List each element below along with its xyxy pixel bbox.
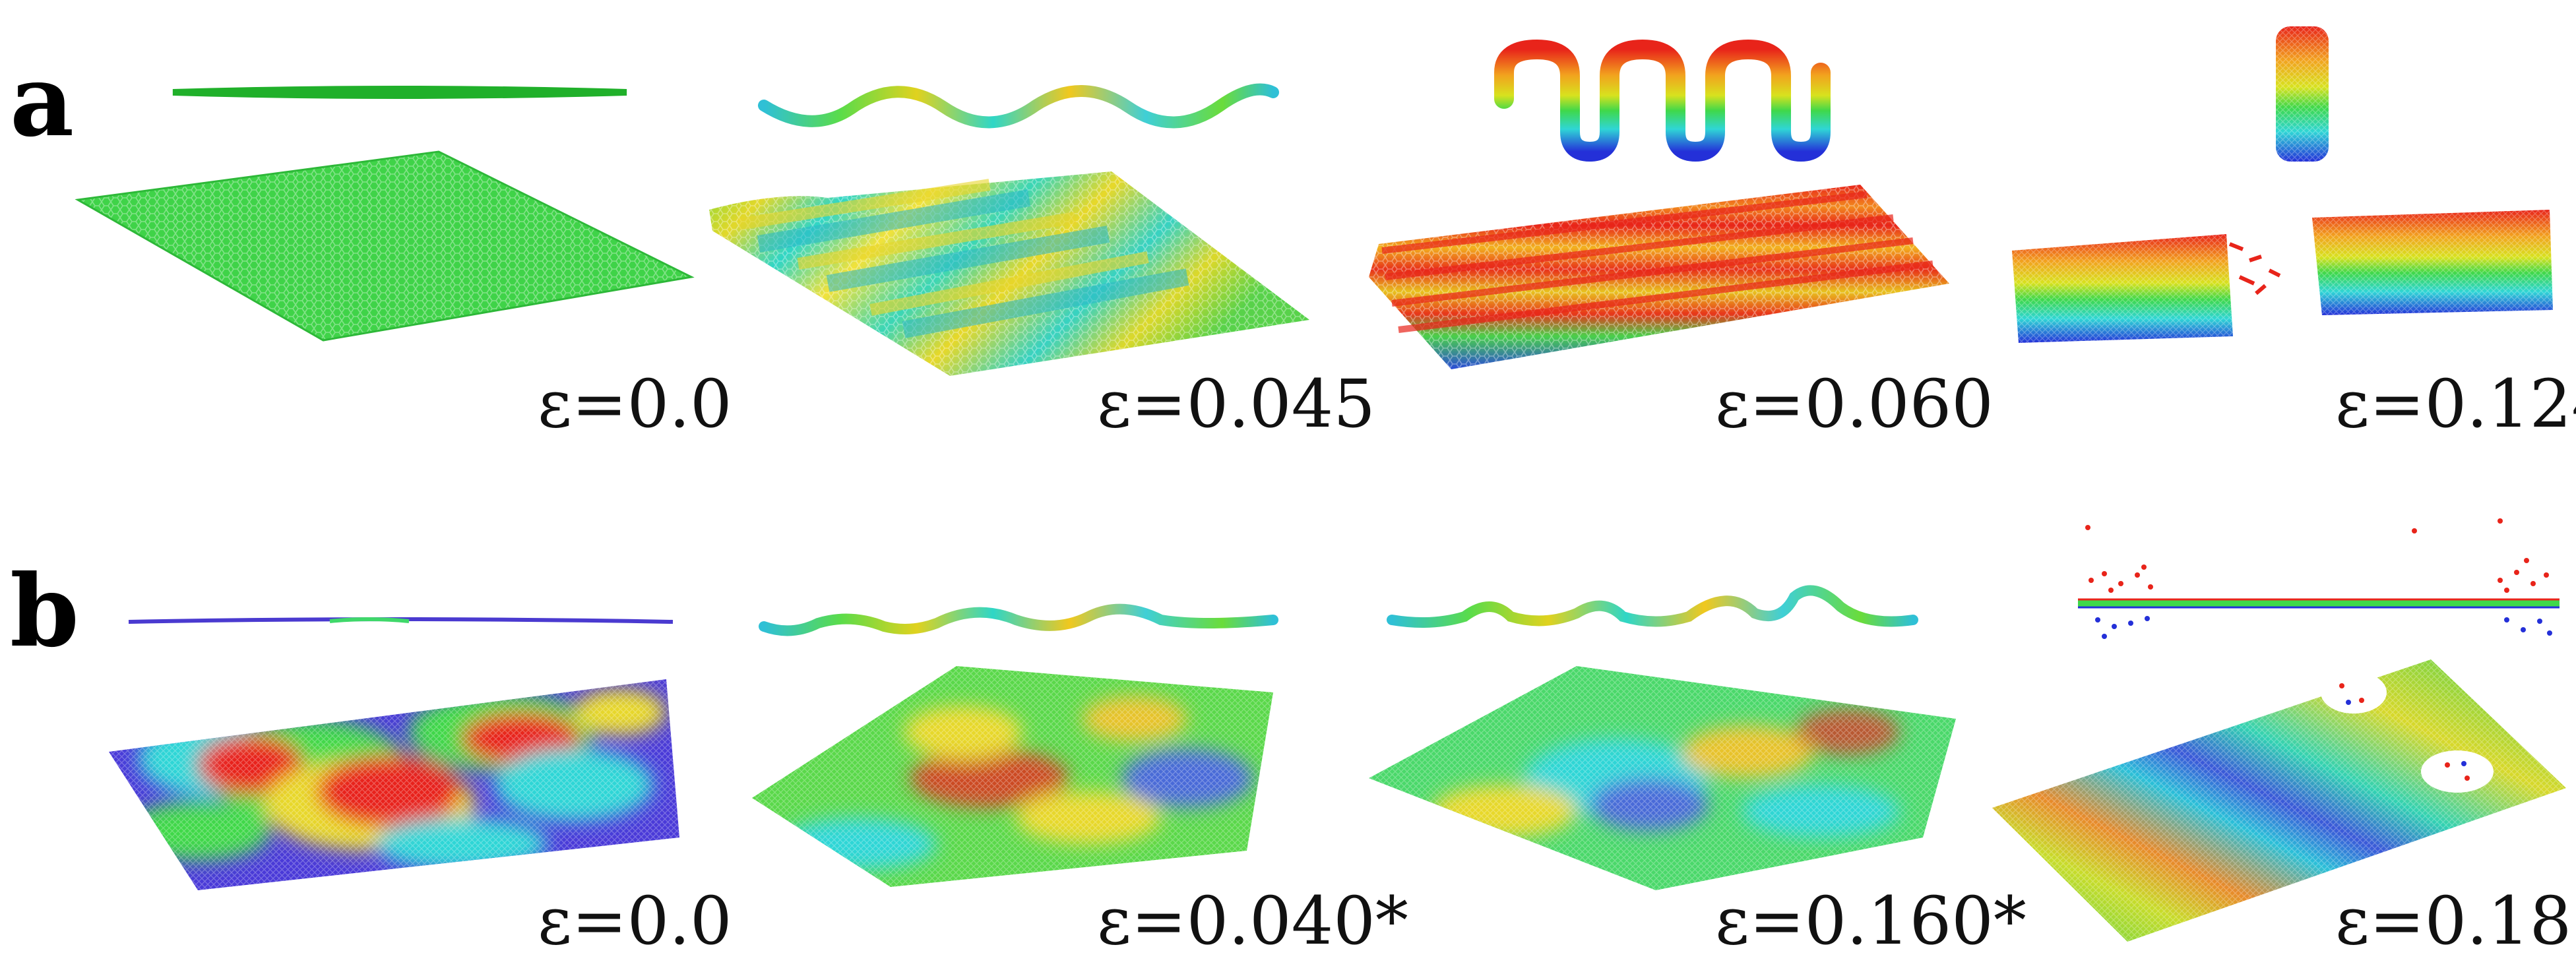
strain-label-b1: ε=0.0	[538, 882, 732, 959]
strain-label-b3: ε=0.160*	[1715, 882, 2026, 959]
strain-label-b4: ε=0.182	[2335, 882, 2576, 959]
side-view-rough-wave-2	[1387, 585, 1918, 628]
row-b	[109, 518, 2566, 942]
crack-hole-bottom	[2421, 750, 2494, 793]
sheet-rough-colormap	[109, 679, 679, 890]
fracture-debris	[2228, 242, 2281, 295]
crack-hole-top	[2321, 671, 2387, 714]
side-view-rough-wave	[759, 603, 1278, 636]
row-label-b: b	[10, 553, 79, 669]
strain-label-a2: ε=0.045	[1097, 365, 1375, 442]
panel-a2-wrinkled-sheet	[709, 83, 1309, 376]
strain-label-b2: ε=0.040*	[1097, 882, 1408, 959]
panel-a1-graphene-sheet	[75, 86, 695, 342]
row-label-a: a	[10, 43, 75, 159]
strain-label-a3: ε=0.060	[1715, 365, 1994, 442]
sheet-rough-green	[752, 666, 1273, 887]
panel-b2-rough-sheet	[752, 603, 1278, 887]
panel-b1-rough-sheet	[109, 617, 679, 890]
strain-label-a1: ε=0.0	[538, 365, 732, 442]
scatter-atoms-right	[2412, 518, 2549, 593]
panel-a3-folded-sheet	[1369, 39, 1949, 369]
panel-b4-cracked-sheet	[1992, 518, 2566, 942]
side-view-fold	[1494, 39, 1831, 162]
scatter-atoms-left	[2085, 525, 2153, 593]
side-view-flat	[172, 86, 627, 99]
row-a	[75, 26, 2553, 376]
panel-b3-rough-sheet	[1369, 585, 1956, 890]
strain-label-a4: ε=0.124	[2335, 365, 2576, 442]
panel-a4-fractured-scroll	[2012, 26, 2553, 343]
side-view-wave	[758, 83, 1279, 129]
sheet-rough-mixed	[1369, 666, 1956, 890]
